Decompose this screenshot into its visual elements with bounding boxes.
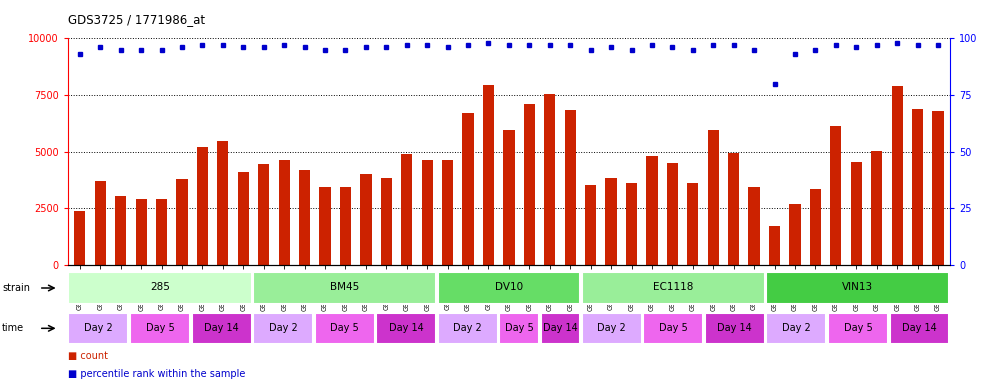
Text: ■ percentile rank within the sample: ■ percentile rank within the sample	[68, 369, 245, 379]
Bar	[766, 273, 949, 303]
Bar	[299, 170, 310, 265]
Bar	[253, 273, 436, 303]
Bar	[421, 160, 432, 265]
Bar	[565, 110, 576, 265]
Bar	[442, 160, 453, 265]
Text: 285: 285	[150, 282, 170, 292]
Bar	[851, 162, 862, 265]
Text: Day 14: Day 14	[903, 323, 937, 333]
Bar	[748, 187, 759, 265]
Bar	[69, 313, 128, 344]
Text: Day 2: Day 2	[782, 323, 811, 333]
Bar	[315, 313, 375, 344]
Bar	[278, 160, 290, 265]
Bar	[932, 111, 943, 265]
Bar	[687, 184, 699, 265]
Text: strain: strain	[2, 283, 30, 293]
Text: Day 5: Day 5	[505, 323, 534, 333]
Text: time: time	[2, 323, 24, 333]
Text: Day 14: Day 14	[543, 323, 578, 333]
Bar	[360, 174, 372, 265]
Bar	[377, 313, 436, 344]
Bar	[585, 185, 596, 265]
Text: ■ count: ■ count	[68, 351, 107, 361]
Bar	[581, 313, 641, 344]
Bar	[258, 164, 269, 265]
Bar	[75, 210, 85, 265]
Bar	[646, 156, 658, 265]
Bar	[69, 273, 251, 303]
Bar	[890, 313, 949, 344]
Bar	[135, 199, 147, 265]
Bar	[810, 189, 821, 265]
Text: EC1118: EC1118	[653, 282, 694, 292]
Text: Day 14: Day 14	[718, 323, 752, 333]
Bar	[541, 313, 580, 344]
Bar	[438, 313, 498, 344]
Text: DV10: DV10	[495, 282, 523, 292]
Text: Day 5: Day 5	[659, 323, 688, 333]
Text: Day 5: Day 5	[145, 323, 174, 333]
Bar	[605, 178, 616, 265]
Bar	[769, 227, 780, 265]
Bar	[705, 313, 764, 344]
Bar	[156, 199, 167, 265]
Bar	[218, 141, 229, 265]
Bar	[524, 104, 535, 265]
Bar	[462, 113, 474, 265]
Bar	[828, 313, 888, 344]
Bar	[626, 184, 637, 265]
Text: Day 2: Day 2	[84, 323, 112, 333]
Bar	[115, 196, 126, 265]
Bar	[911, 109, 923, 265]
Text: Day 14: Day 14	[389, 323, 423, 333]
Text: Day 2: Day 2	[597, 323, 626, 333]
Bar	[483, 85, 494, 265]
Bar	[789, 204, 800, 265]
Text: Day 5: Day 5	[844, 323, 873, 333]
Bar	[667, 163, 678, 265]
Bar	[381, 178, 392, 265]
Bar	[500, 313, 539, 344]
Bar	[319, 187, 331, 265]
Text: VIN13: VIN13	[842, 282, 874, 292]
Bar	[130, 313, 190, 344]
Text: Day 2: Day 2	[268, 323, 297, 333]
Bar	[544, 94, 556, 265]
Text: Day 2: Day 2	[453, 323, 482, 333]
Bar	[503, 130, 515, 265]
Bar	[238, 172, 248, 265]
Bar	[728, 153, 740, 265]
Text: GDS3725 / 1771986_at: GDS3725 / 1771986_at	[68, 13, 205, 26]
Text: BM45: BM45	[330, 282, 360, 292]
Bar	[253, 313, 313, 344]
Bar	[402, 154, 413, 265]
Bar	[340, 187, 351, 265]
Bar	[766, 313, 826, 344]
Text: Day 5: Day 5	[330, 323, 359, 333]
Bar	[438, 273, 580, 303]
Bar	[581, 273, 764, 303]
Bar	[176, 179, 188, 265]
Bar	[94, 181, 106, 265]
Bar	[830, 126, 842, 265]
Bar	[643, 313, 703, 344]
Bar	[197, 147, 208, 265]
Text: Day 14: Day 14	[204, 323, 239, 333]
Bar	[708, 130, 719, 265]
Bar	[871, 151, 883, 265]
Bar	[892, 86, 903, 265]
Bar	[192, 313, 251, 344]
